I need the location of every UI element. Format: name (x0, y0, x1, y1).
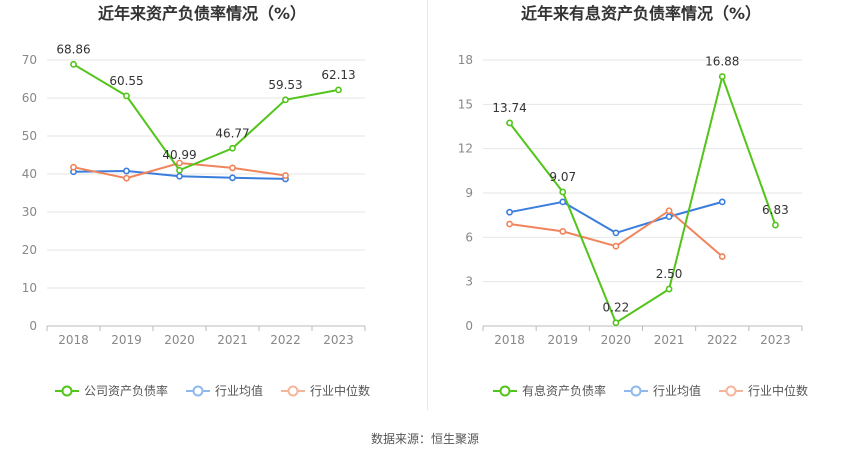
x-tick-label: 2018 (494, 333, 525, 347)
data-point (123, 92, 130, 100)
data-point (718, 73, 726, 80)
data-point (559, 198, 567, 206)
data-point (282, 172, 289, 179)
data-point (665, 285, 673, 293)
legend-label: 行业中位数 (748, 383, 808, 398)
y-tick-label: 6 (465, 230, 473, 244)
x-tick-label: 2023 (760, 333, 791, 347)
y-tick-label: 60 (22, 91, 37, 105)
legend-marker (61, 385, 73, 397)
data-point (772, 221, 779, 229)
source-note: 数据来源：恒生聚源 (370, 432, 479, 446)
data-point (665, 213, 673, 221)
y-tick-label: 10 (22, 281, 37, 295)
data-label: 0.22 (603, 301, 630, 315)
x-tick-label: 2019 (111, 333, 142, 347)
divider (427, 0, 428, 410)
data-point (718, 253, 726, 260)
y-tick-label: 3 (465, 275, 473, 289)
legend-marker (499, 385, 511, 397)
y-tick-label: 20 (22, 243, 37, 257)
data-point (612, 319, 620, 327)
data-point (612, 229, 620, 237)
data-point (229, 144, 236, 152)
data-point (70, 163, 77, 171)
legend-label: 行业均值 (653, 383, 701, 398)
data-label: 62.13 (321, 68, 355, 82)
x-tick-label: 2019 (547, 333, 578, 347)
legend-label: 公司资产负债率 (84, 383, 168, 398)
series-line (508, 73, 777, 325)
y-tick-label: 50 (22, 129, 37, 143)
data-point (229, 164, 236, 172)
y-tick-label: 30 (22, 205, 37, 219)
y-tick-label: 70 (22, 53, 37, 67)
x-tick-label: 2018 (58, 333, 89, 347)
data-point (229, 174, 236, 182)
y-tick-label: 0 (465, 319, 473, 333)
data-label: 40.99 (162, 148, 196, 162)
y-tick-label: 0 (29, 319, 37, 333)
data-point (176, 159, 183, 167)
data-label: 16.88 (705, 55, 739, 69)
data-label: 59.53 (268, 78, 302, 92)
data-point (718, 198, 726, 206)
data-label: 9.07 (549, 170, 576, 184)
data-point (123, 174, 130, 182)
data-label: 46.77 (215, 126, 249, 140)
x-tick-label: 2022 (270, 333, 301, 347)
chart-interest-debt-ratio: 近年来有息资产负债率情况（%） 0 3 6 9 12 15 18 2018 2019 2020 202… (458, 4, 808, 398)
chart-debt-ratio: 近年来资产负债率情况（%） 0 10 20 30 40 50 60 70 2018 2019 2020… (22, 4, 370, 398)
data-point (176, 172, 183, 180)
data-label: 2.50 (656, 267, 683, 281)
data-point (335, 86, 342, 94)
data-point (506, 208, 513, 216)
data-point (612, 242, 620, 250)
data-point (665, 207, 673, 215)
data-point (70, 60, 77, 68)
data-point (506, 220, 513, 228)
legend-marker (287, 385, 299, 397)
x-tick-label: 2020 (601, 333, 632, 347)
data-label: 13.74 (492, 101, 526, 115)
legend-marker (725, 385, 737, 397)
data-point (559, 228, 567, 235)
y-tick-label: 12 (458, 142, 473, 156)
y-tick-label: 15 (458, 97, 473, 111)
data-label: 6.83 (762, 203, 789, 217)
series-line (72, 63, 339, 172)
legend-label: 行业均值 (215, 383, 263, 398)
y-tick-label: 40 (22, 167, 37, 181)
data-point (123, 167, 130, 175)
chart-title: 近年来有息资产负债率情况（%） (521, 4, 761, 23)
chart-title: 近年来资产负债率情况（%） (98, 4, 306, 23)
y-tick-label: 9 (465, 186, 473, 200)
legend-label: 有息资产负债率 (522, 383, 606, 398)
data-point (282, 96, 289, 104)
legend-label: 行业中位数 (310, 383, 370, 398)
legend-marker (630, 385, 642, 397)
data-label: 68.86 (56, 42, 90, 56)
x-tick-label: 2021 (217, 333, 248, 347)
data-point (176, 166, 183, 174)
data-point (506, 119, 513, 127)
x-tick-label: 2023 (323, 333, 354, 347)
data-label: 60.55 (109, 74, 143, 88)
x-tick-label: 2022 (707, 333, 738, 347)
legend-marker (192, 385, 204, 397)
x-tick-label: 2020 (164, 333, 195, 347)
x-tick-label: 2021 (654, 333, 685, 347)
data-point (559, 188, 567, 196)
y-tick-label: 18 (458, 53, 473, 67)
